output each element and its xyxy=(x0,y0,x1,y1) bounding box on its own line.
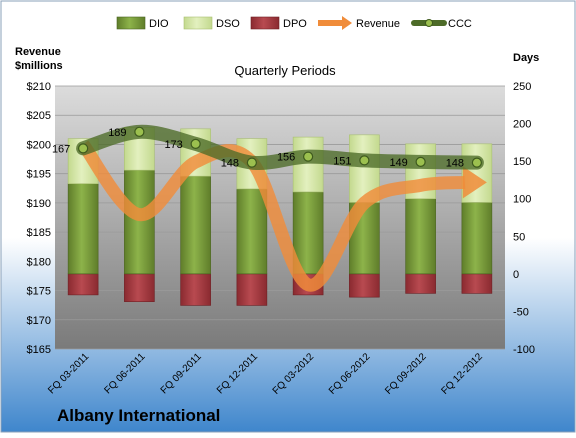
left-tick-label: $205 xyxy=(27,110,51,122)
ccc-data-label: 173 xyxy=(164,139,182,151)
dio-bar xyxy=(180,175,211,275)
ccc-data-label: 148 xyxy=(446,158,464,170)
ccc-marker xyxy=(415,156,426,167)
company-name: Albany International xyxy=(57,406,220,425)
dio-bar xyxy=(405,198,436,275)
ccc-marker xyxy=(190,138,201,149)
revenue-arrowhead xyxy=(462,166,487,199)
right-tick-label: 150 xyxy=(513,156,531,168)
ccc-data-label: 151 xyxy=(333,155,351,167)
right-axis-ticks: -100 -50 0 50 100 150 200 250 xyxy=(513,81,535,356)
legend-swatch-arrowhead xyxy=(342,16,352,30)
legend: DIO DSO DPO Revenue CCC xyxy=(116,16,472,30)
dpo-bar xyxy=(180,273,211,306)
legend-label: CCC xyxy=(448,18,472,30)
ccc-marker xyxy=(471,157,482,168)
left-tick-label: $175 xyxy=(27,286,51,298)
left-axis-label-line1: Revenue xyxy=(15,46,61,58)
ccc-marker xyxy=(359,155,370,166)
right-tick-label: -50 xyxy=(513,306,529,318)
dio-bar xyxy=(461,202,493,275)
ccc-data-label: 156 xyxy=(277,152,295,164)
ccc-marker xyxy=(78,143,89,154)
left-tick-label: $200 xyxy=(27,139,51,151)
dpo-bar xyxy=(67,273,99,296)
left-axis-ticks: $165 $170 $175 $180 $185 $190 $195 $200 $205 $210 xyxy=(27,81,51,356)
legend-swatch xyxy=(183,16,213,30)
ccc-data-label: 189 xyxy=(108,127,126,139)
left-tick-label: $180 xyxy=(27,256,51,268)
ccc-layer: 167 189 173 148 156 151 149 148 xyxy=(52,124,484,171)
left-tick-label: $185 xyxy=(27,227,51,239)
dpo-bar xyxy=(124,273,155,302)
dio-bar xyxy=(67,183,99,275)
legend-swatch-marker xyxy=(425,19,433,27)
left-tick-label: $190 xyxy=(27,198,51,210)
left-tick-label: $170 xyxy=(27,315,51,327)
left-tick-label: $210 xyxy=(27,81,51,93)
ccc-marker xyxy=(134,126,145,137)
ccc-data-label: 167 xyxy=(52,143,70,155)
dpo-bar xyxy=(461,273,493,294)
ccc-marker xyxy=(246,157,257,168)
legend-swatch xyxy=(250,16,280,30)
left-axis-label-line2: $millions xyxy=(15,60,63,72)
revenue-line xyxy=(77,140,466,292)
right-tick-label: 100 xyxy=(513,194,531,206)
right-tick-label: 0 xyxy=(513,269,519,281)
left-tick-label: $195 xyxy=(27,169,51,181)
right-tick-label: 250 xyxy=(513,81,531,93)
dpo-bar xyxy=(349,273,380,298)
dpo-bar xyxy=(236,273,268,306)
legend-swatch xyxy=(116,16,146,30)
dio-bar xyxy=(124,169,155,275)
right-tick-label: 200 xyxy=(513,119,531,131)
ccc-data-label: 148 xyxy=(221,158,239,170)
right-axis-label: Days xyxy=(513,52,539,64)
dpo-bar xyxy=(405,273,436,294)
revenue-layer xyxy=(77,140,487,292)
legend-label: Revenue xyxy=(356,18,400,30)
legend-label: DSO xyxy=(216,18,240,30)
legend-label: DIO xyxy=(149,18,169,30)
legend-label: DPO xyxy=(283,18,307,30)
right-tick-label: -100 xyxy=(513,344,535,356)
right-tick-label: 50 xyxy=(513,231,525,243)
dio-bar xyxy=(236,188,268,275)
chart-title: Quarterly Periods xyxy=(234,63,336,78)
ccc-data-label: 149 xyxy=(389,157,407,169)
left-tick-label: $165 xyxy=(27,344,51,356)
ccc-marker xyxy=(303,151,314,162)
